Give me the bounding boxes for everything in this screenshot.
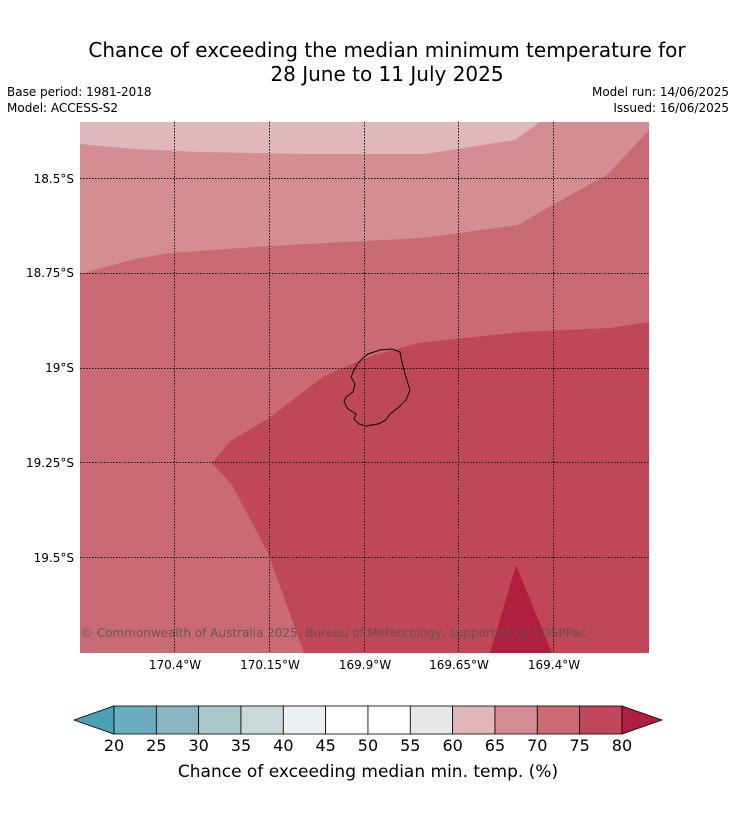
colorbar-tick-label: 50 [357, 736, 379, 755]
title-line-2: 28 June to 11 July 2025 [270, 62, 504, 86]
colorbar-segment [409, 705, 454, 735]
latitude-label: 19.5°S [33, 551, 74, 565]
colorbar-extension-low [72, 705, 115, 735]
copyright-credit: © Commonwealth of Australia 2025, Bureau… [81, 626, 587, 640]
model-text: Model: ACCESS-S2 [7, 101, 119, 115]
band-above-80 [490, 565, 552, 653]
colorbar-tick-label: 25 [146, 736, 167, 755]
latitude-label: 19°S [45, 361, 74, 375]
colorbar-tick-label: 65 [484, 736, 506, 755]
colorbar-segment [494, 705, 538, 735]
colorbar-tick-label: 80 [611, 736, 633, 755]
band-75-80 [212, 322, 649, 653]
base-period-text: Base period: 1981-2018 [7, 85, 152, 99]
colorbar-tick-label: 60 [442, 736, 463, 755]
colorbar [72, 704, 664, 740]
colorbar-segment [282, 705, 327, 735]
meta-right: Model run: 14/06/2025 Issued: 16/06/2025 [592, 84, 729, 116]
colorbar-tick-label: 35 [230, 736, 252, 755]
colorbar-tick-label: 70 [527, 736, 548, 755]
colorbar-segment [240, 705, 284, 735]
colorbar-segment [536, 705, 581, 735]
colorbar-segment [198, 705, 242, 735]
band-60-65 [80, 122, 540, 154]
colorbar-label: Chance of exceeding median min. temp. (%… [177, 762, 559, 782]
longitude-label: 169.65°W [429, 658, 489, 672]
colorbar-segment [367, 705, 411, 735]
map-title: Chance of exceeding the median minimum t… [0, 38, 736, 86]
meta-left: Base period: 1981-2018 Model: ACCESS-S2 [7, 84, 152, 116]
colorbar-tick-label: 75 [569, 736, 590, 755]
latitude-label: 18.5°S [33, 172, 74, 186]
title-line-1: Chance of exceeding the median minimum t… [88, 38, 686, 62]
colorbar-tick-label: 45 [315, 736, 336, 755]
colorbar-segment [113, 705, 157, 735]
issued-text: Issued: 16/06/2025 [613, 101, 729, 115]
island-outline-icon [343, 348, 411, 427]
colorbar-extension-high [621, 705, 664, 735]
colorbar-segment [155, 705, 200, 735]
longitude-label: 169.4°W [527, 658, 581, 672]
colorbar-segment [325, 705, 369, 735]
longitude-label: 169.9°W [338, 658, 392, 672]
colorbar-tick-label: 55 [400, 736, 421, 755]
model-run-text: Model run: 14/06/2025 [591, 85, 729, 99]
longitude-label: 170.4°W [148, 658, 202, 672]
longitude-label: 170.15°W [240, 658, 300, 672]
colorbar-tick-label: 30 [188, 736, 209, 755]
colorbar-segment [452, 705, 496, 735]
colorbar-tick-label: 20 [103, 736, 125, 755]
probability-map [80, 122, 649, 653]
latitude-label: 19.25°S [26, 456, 74, 470]
graticule [80, 122, 649, 653]
latitude-label: 18.75°S [26, 266, 74, 280]
colorbar-segment [579, 705, 623, 735]
colorbar-tick-label: 40 [273, 736, 294, 755]
